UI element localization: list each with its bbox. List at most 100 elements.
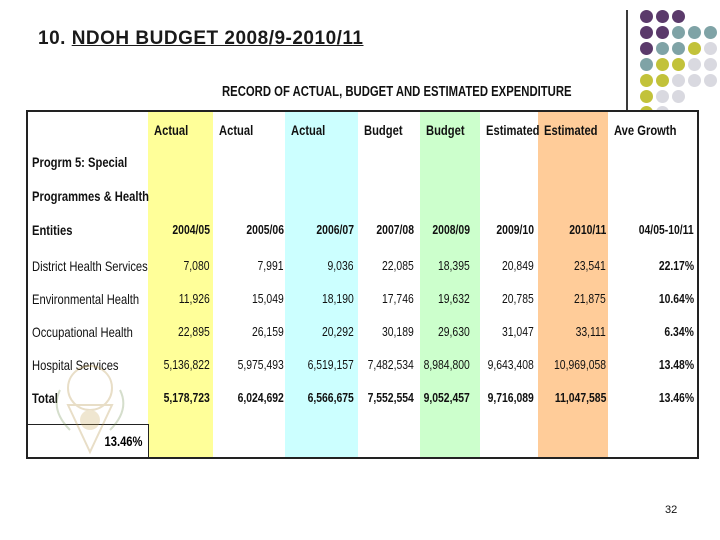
table-cell: 22,895 <box>178 324 210 339</box>
decorative-dot <box>672 10 685 23</box>
column-type-header: Budget <box>426 122 465 138</box>
row-header-label: Entities <box>32 222 73 238</box>
decorative-dot <box>704 26 717 39</box>
budget-table: 13.46% Actual Actual Actual Budget Budget Est… <box>26 110 699 459</box>
table-title: RECORD OF ACTUAL, BUDGET AND ESTIMATED E… <box>222 84 572 100</box>
table-cell: 8,984,800 <box>423 357 470 372</box>
column-background <box>148 112 213 457</box>
column-type-header: Estimated <box>544 122 598 138</box>
table-cell: 20,292 <box>322 324 354 339</box>
table-cell: 9,036 <box>327 258 354 273</box>
column-type-header: Ave Growth <box>614 122 677 138</box>
table-cell: 6,024,692 <box>237 390 284 405</box>
decorative-dot <box>640 74 653 87</box>
table-cell: 9,716,089 <box>487 390 534 405</box>
table-cell: 11,047,585 <box>554 390 606 405</box>
table-cell: 5,136,822 <box>163 357 210 372</box>
growth-summary-value: 13.46% <box>104 433 142 449</box>
decorative-dot <box>656 42 669 55</box>
row-label: Occupational Health <box>32 324 133 340</box>
table-cell: 33,111 <box>575 324 606 339</box>
column-background <box>358 112 420 457</box>
decorative-dot <box>656 74 669 87</box>
growth-summary-box: 13.46% <box>28 424 149 458</box>
table-cell: 30,189 <box>382 324 414 339</box>
decorative-dot <box>640 26 653 39</box>
divider-line <box>626 10 628 132</box>
decorative-dot <box>672 42 685 55</box>
table-cell: 7,991 <box>257 258 284 273</box>
table-cell: 19,632 <box>438 291 470 306</box>
table-cell: 29,630 <box>438 324 470 339</box>
decorative-dot <box>640 42 653 55</box>
column-background <box>608 112 697 457</box>
decorative-dot <box>704 58 717 71</box>
table-cell: 5,178,723 <box>163 390 210 405</box>
table-cell: 9,643,408 <box>487 357 534 372</box>
column-type-header: Actual <box>154 122 189 138</box>
column-type-header: Budget <box>364 122 403 138</box>
column-background <box>213 112 285 457</box>
table-cell: 26,159 <box>252 324 284 339</box>
decorative-dot <box>704 42 717 55</box>
column-year-header: 04/05-10/11 <box>639 222 694 237</box>
decorative-dot <box>640 58 653 71</box>
table-cell: 10,969,058 <box>553 357 606 372</box>
table-cell: 20,785 <box>502 291 534 306</box>
table-cell: 10.64% <box>658 291 694 306</box>
column-type-header: Estimated <box>486 122 540 138</box>
column-year-header: 2006/07 <box>316 222 354 237</box>
decorative-dot <box>640 10 653 23</box>
column-type-header: Actual <box>291 122 326 138</box>
table-cell: 13.46% <box>658 390 694 405</box>
decorative-dot <box>688 26 701 39</box>
table-cell: 13.48% <box>658 357 694 372</box>
coat-of-arms-watermark <box>55 365 125 455</box>
table-cell: 6,519,157 <box>307 357 354 372</box>
column-year-header: 2010/11 <box>568 222 606 237</box>
column-background <box>420 112 480 457</box>
decorative-dot <box>704 74 717 87</box>
column-year-header: 2009/10 <box>496 222 534 237</box>
table-cell: 6,566,675 <box>307 390 354 405</box>
decorative-dot <box>656 58 669 71</box>
column-background <box>285 112 358 457</box>
decorative-dot <box>640 90 653 103</box>
table-cell: 9,052,457 <box>423 390 470 405</box>
table-cell: 7,080 <box>183 258 210 273</box>
table-cell: 20,849 <box>502 258 534 273</box>
decorative-dot <box>672 26 685 39</box>
decorative-dot <box>656 26 669 39</box>
table-cell: 18,190 <box>322 291 354 306</box>
decorative-dot <box>688 58 701 71</box>
table-cell: 18,395 <box>438 258 470 273</box>
table-cell: 7,482,534 <box>367 357 414 372</box>
table-cell: 22.17% <box>658 258 694 273</box>
table-cell: 23,541 <box>574 258 606 273</box>
decorative-dot <box>672 58 685 71</box>
column-year-header: 2008/09 <box>432 222 470 237</box>
table-cell: 15,049 <box>252 291 284 306</box>
column-type-header: Actual <box>219 122 254 138</box>
row-label: Hospital Services <box>32 357 119 373</box>
table-cell: 31,047 <box>502 324 534 339</box>
row-label: Environmental Health <box>32 291 140 307</box>
table-cell: 6.34% <box>664 324 695 339</box>
table-cell: 17,746 <box>382 291 414 306</box>
decorative-dot <box>672 90 685 103</box>
row-header-label: Programmes & Health <box>32 188 150 204</box>
slide-title-text: NDOH BUDGET 2008/9-2010/11 <box>71 28 364 49</box>
table-cell: 22,085 <box>382 258 414 273</box>
column-year-header: 2004/05 <box>172 222 210 237</box>
table-cell: 21,875 <box>574 291 606 306</box>
column-background <box>480 112 538 457</box>
table-cell: 5,975,493 <box>237 357 284 372</box>
column-year-header: 2007/08 <box>376 222 414 237</box>
page-number: 32 <box>665 504 678 516</box>
table-cell: 11,926 <box>178 291 210 306</box>
row-header-label: Progrm 5: Special <box>32 154 128 170</box>
column-year-header: 2005/06 <box>246 222 284 237</box>
decorative-dot <box>688 74 701 87</box>
decorative-dot <box>656 10 669 23</box>
slide-title-number: 10. <box>38 28 66 49</box>
